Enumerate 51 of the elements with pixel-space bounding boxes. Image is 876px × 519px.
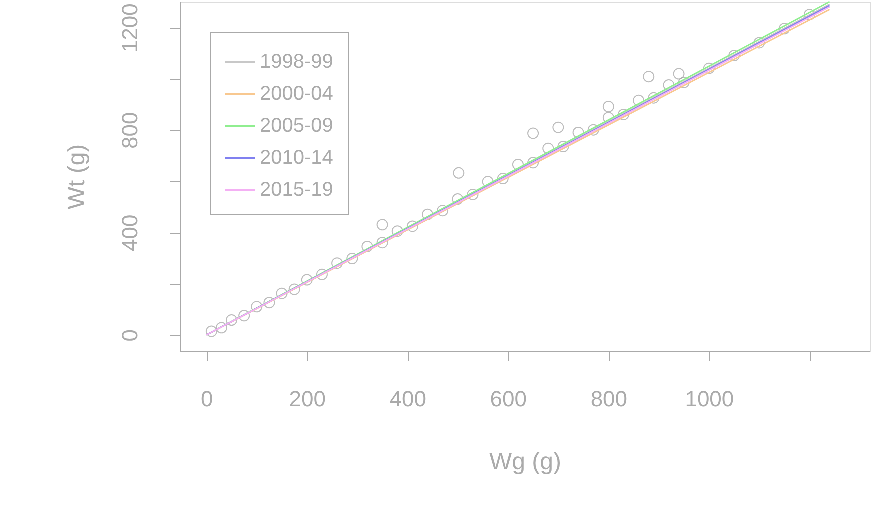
point bbox=[754, 37, 766, 49]
point bbox=[316, 268, 328, 280]
point bbox=[238, 310, 250, 322]
point bbox=[406, 220, 418, 232]
point bbox=[346, 253, 358, 264]
point bbox=[216, 322, 228, 334]
x-tick-label: 400 bbox=[390, 386, 427, 412]
point bbox=[453, 167, 465, 179]
point bbox=[362, 240, 374, 252]
point bbox=[392, 226, 404, 238]
point bbox=[467, 188, 479, 200]
legend-label: 2015-19 bbox=[260, 179, 334, 201]
point bbox=[288, 284, 300, 296]
point bbox=[226, 314, 238, 326]
point bbox=[643, 71, 655, 83]
legend-label: 2000-04 bbox=[260, 83, 334, 105]
y-axis-title: Wt (g) bbox=[64, 144, 90, 210]
point bbox=[602, 101, 614, 113]
point bbox=[728, 50, 740, 62]
y-tick-label: 1200 bbox=[118, 4, 142, 53]
point bbox=[206, 326, 218, 338]
point bbox=[376, 219, 388, 231]
point bbox=[703, 62, 715, 74]
point bbox=[528, 128, 540, 140]
x-tick-label: 800 bbox=[590, 386, 628, 412]
point bbox=[264, 297, 276, 309]
point bbox=[301, 274, 313, 286]
y-tick-label: 400 bbox=[118, 214, 142, 252]
point bbox=[422, 208, 434, 220]
point bbox=[497, 173, 509, 185]
y-tick-label: 0 bbox=[118, 329, 142, 342]
legend-label: 2010-14 bbox=[260, 147, 334, 169]
point bbox=[528, 157, 540, 169]
point bbox=[778, 23, 790, 35]
point bbox=[251, 301, 263, 313]
point bbox=[437, 205, 449, 217]
x-tick-label: 0 bbox=[201, 386, 214, 412]
x-tick-label: 200 bbox=[289, 386, 326, 412]
point bbox=[648, 92, 660, 104]
point bbox=[332, 258, 344, 270]
point bbox=[276, 288, 288, 300]
legend-label: 2005-09 bbox=[260, 115, 334, 137]
x-tick-label: 600 bbox=[490, 386, 528, 412]
legend-label: 1998-99 bbox=[260, 51, 334, 73]
point bbox=[376, 237, 388, 249]
point bbox=[678, 76, 690, 88]
x-axis-title: Wg (g) bbox=[490, 448, 562, 476]
point bbox=[673, 68, 685, 80]
y-tick-label: 800 bbox=[118, 112, 142, 149]
point bbox=[552, 122, 564, 134]
x-tick-label: 1000 bbox=[685, 386, 734, 412]
